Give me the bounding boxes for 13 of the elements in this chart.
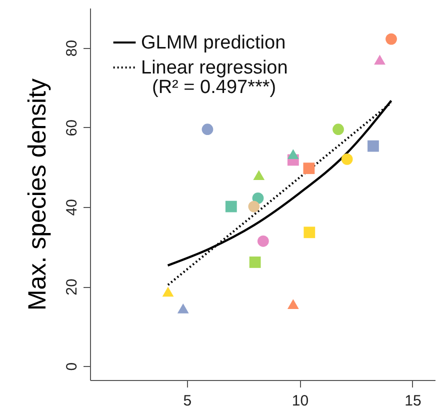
y-tick-label: 60 [64, 120, 80, 136]
x-tick-label: 5 [183, 392, 192, 410]
x-tick-label: 15 [404, 392, 422, 410]
y-tick-label: 0 [64, 362, 80, 371]
y-tick-label: 80 [64, 40, 80, 57]
legend-label: GLMM prediction [141, 32, 286, 54]
annotation: (R² = 0.497***) [152, 77, 276, 98]
y-tick-label: 40 [64, 199, 80, 216]
legend-label: Linear regression [141, 58, 288, 78]
y-axis-title: Max. species density [24, 78, 52, 311]
x-tick-label: 10 [292, 392, 309, 410]
point [248, 200, 260, 212]
y-tick-label: 20 [64, 278, 80, 296]
